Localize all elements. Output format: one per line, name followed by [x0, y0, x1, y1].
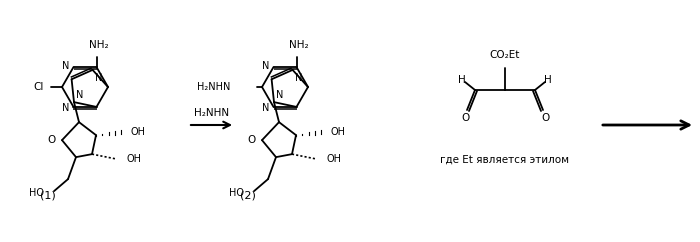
Text: (2): (2) — [240, 190, 256, 200]
Text: N: N — [295, 73, 302, 83]
Text: H: H — [458, 75, 466, 85]
Text: CO₂Et: CO₂Et — [490, 50, 520, 60]
Text: O: O — [48, 135, 56, 145]
Text: OH: OH — [326, 154, 341, 164]
Text: H: H — [544, 75, 552, 85]
Text: N: N — [62, 61, 69, 71]
Text: O: O — [248, 135, 256, 145]
Text: H₂NHN: H₂NHN — [197, 82, 230, 92]
Text: (1): (1) — [40, 190, 56, 200]
Text: N: N — [262, 61, 270, 71]
Text: O: O — [461, 113, 469, 123]
Text: N: N — [76, 90, 83, 100]
Text: HO: HO — [229, 188, 244, 198]
Text: OH: OH — [330, 127, 345, 137]
Text: N: N — [262, 103, 270, 113]
Text: N: N — [276, 90, 284, 100]
Text: NH₂: NH₂ — [288, 40, 308, 50]
Text: OH: OH — [130, 127, 145, 137]
Text: OH: OH — [126, 154, 141, 164]
Text: NH₂: NH₂ — [89, 40, 108, 50]
Text: O: O — [541, 113, 549, 123]
Text: N: N — [94, 73, 102, 83]
Text: HO: HO — [29, 188, 44, 198]
Text: H₂NHN: H₂NHN — [195, 108, 230, 118]
Text: где Et является этилом: где Et является этилом — [440, 155, 570, 165]
Text: Cl: Cl — [34, 82, 44, 92]
Text: N: N — [62, 103, 69, 113]
